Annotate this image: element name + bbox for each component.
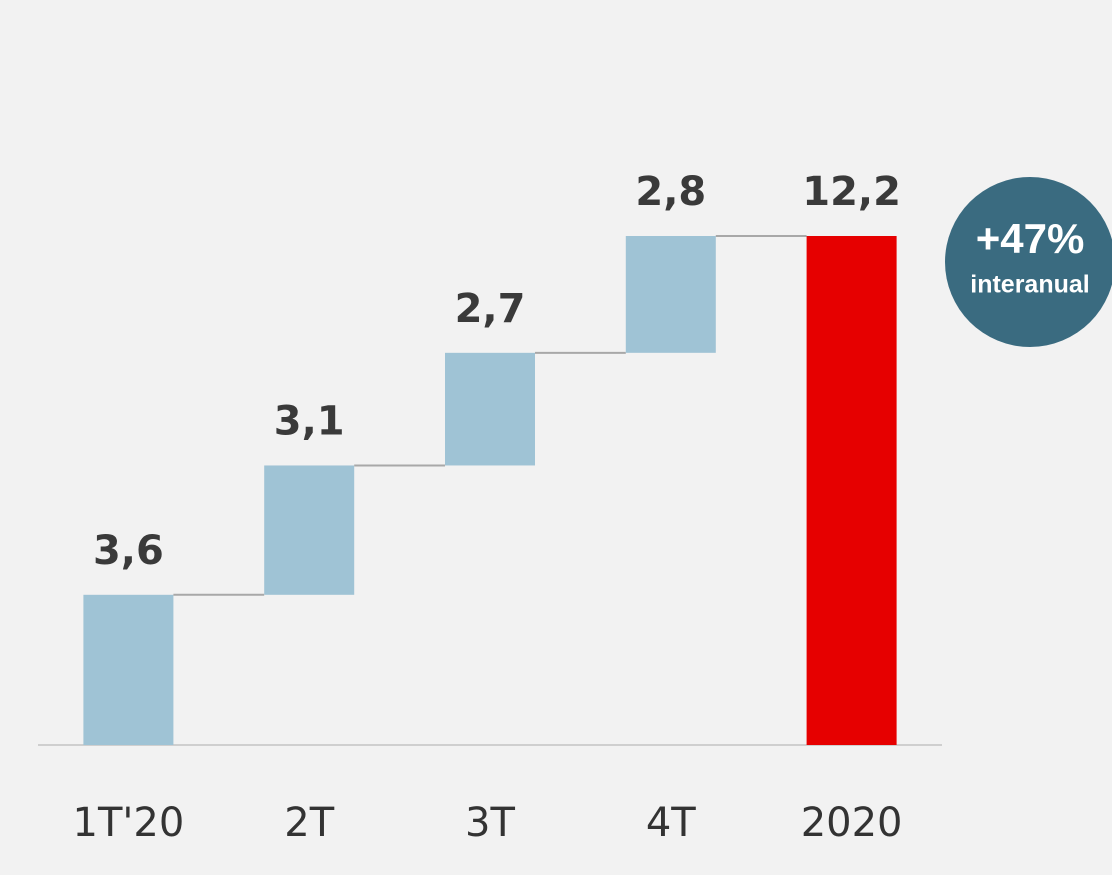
x-tick-label: 2T — [284, 800, 334, 846]
x-tick-label: 1T'20 — [73, 800, 185, 846]
x-tick-label: 4T — [646, 800, 696, 846]
badge-subtext: interanual — [970, 271, 1089, 299]
bar — [806, 236, 897, 745]
value-label: 12,2 — [802, 169, 901, 215]
badge-text: +47% — [976, 215, 1085, 262]
bar — [625, 236, 716, 353]
bar — [264, 465, 355, 595]
value-label: 2,7 — [455, 286, 526, 332]
bar — [445, 352, 535, 466]
value-label: 3,6 — [93, 528, 164, 574]
value-label: 2,8 — [635, 169, 706, 215]
bar — [83, 594, 174, 745]
badge — [945, 177, 1112, 347]
value-label: 3,1 — [274, 398, 345, 444]
x-tick-label: 3T — [465, 800, 515, 846]
x-tick-label: 2020 — [801, 800, 903, 846]
